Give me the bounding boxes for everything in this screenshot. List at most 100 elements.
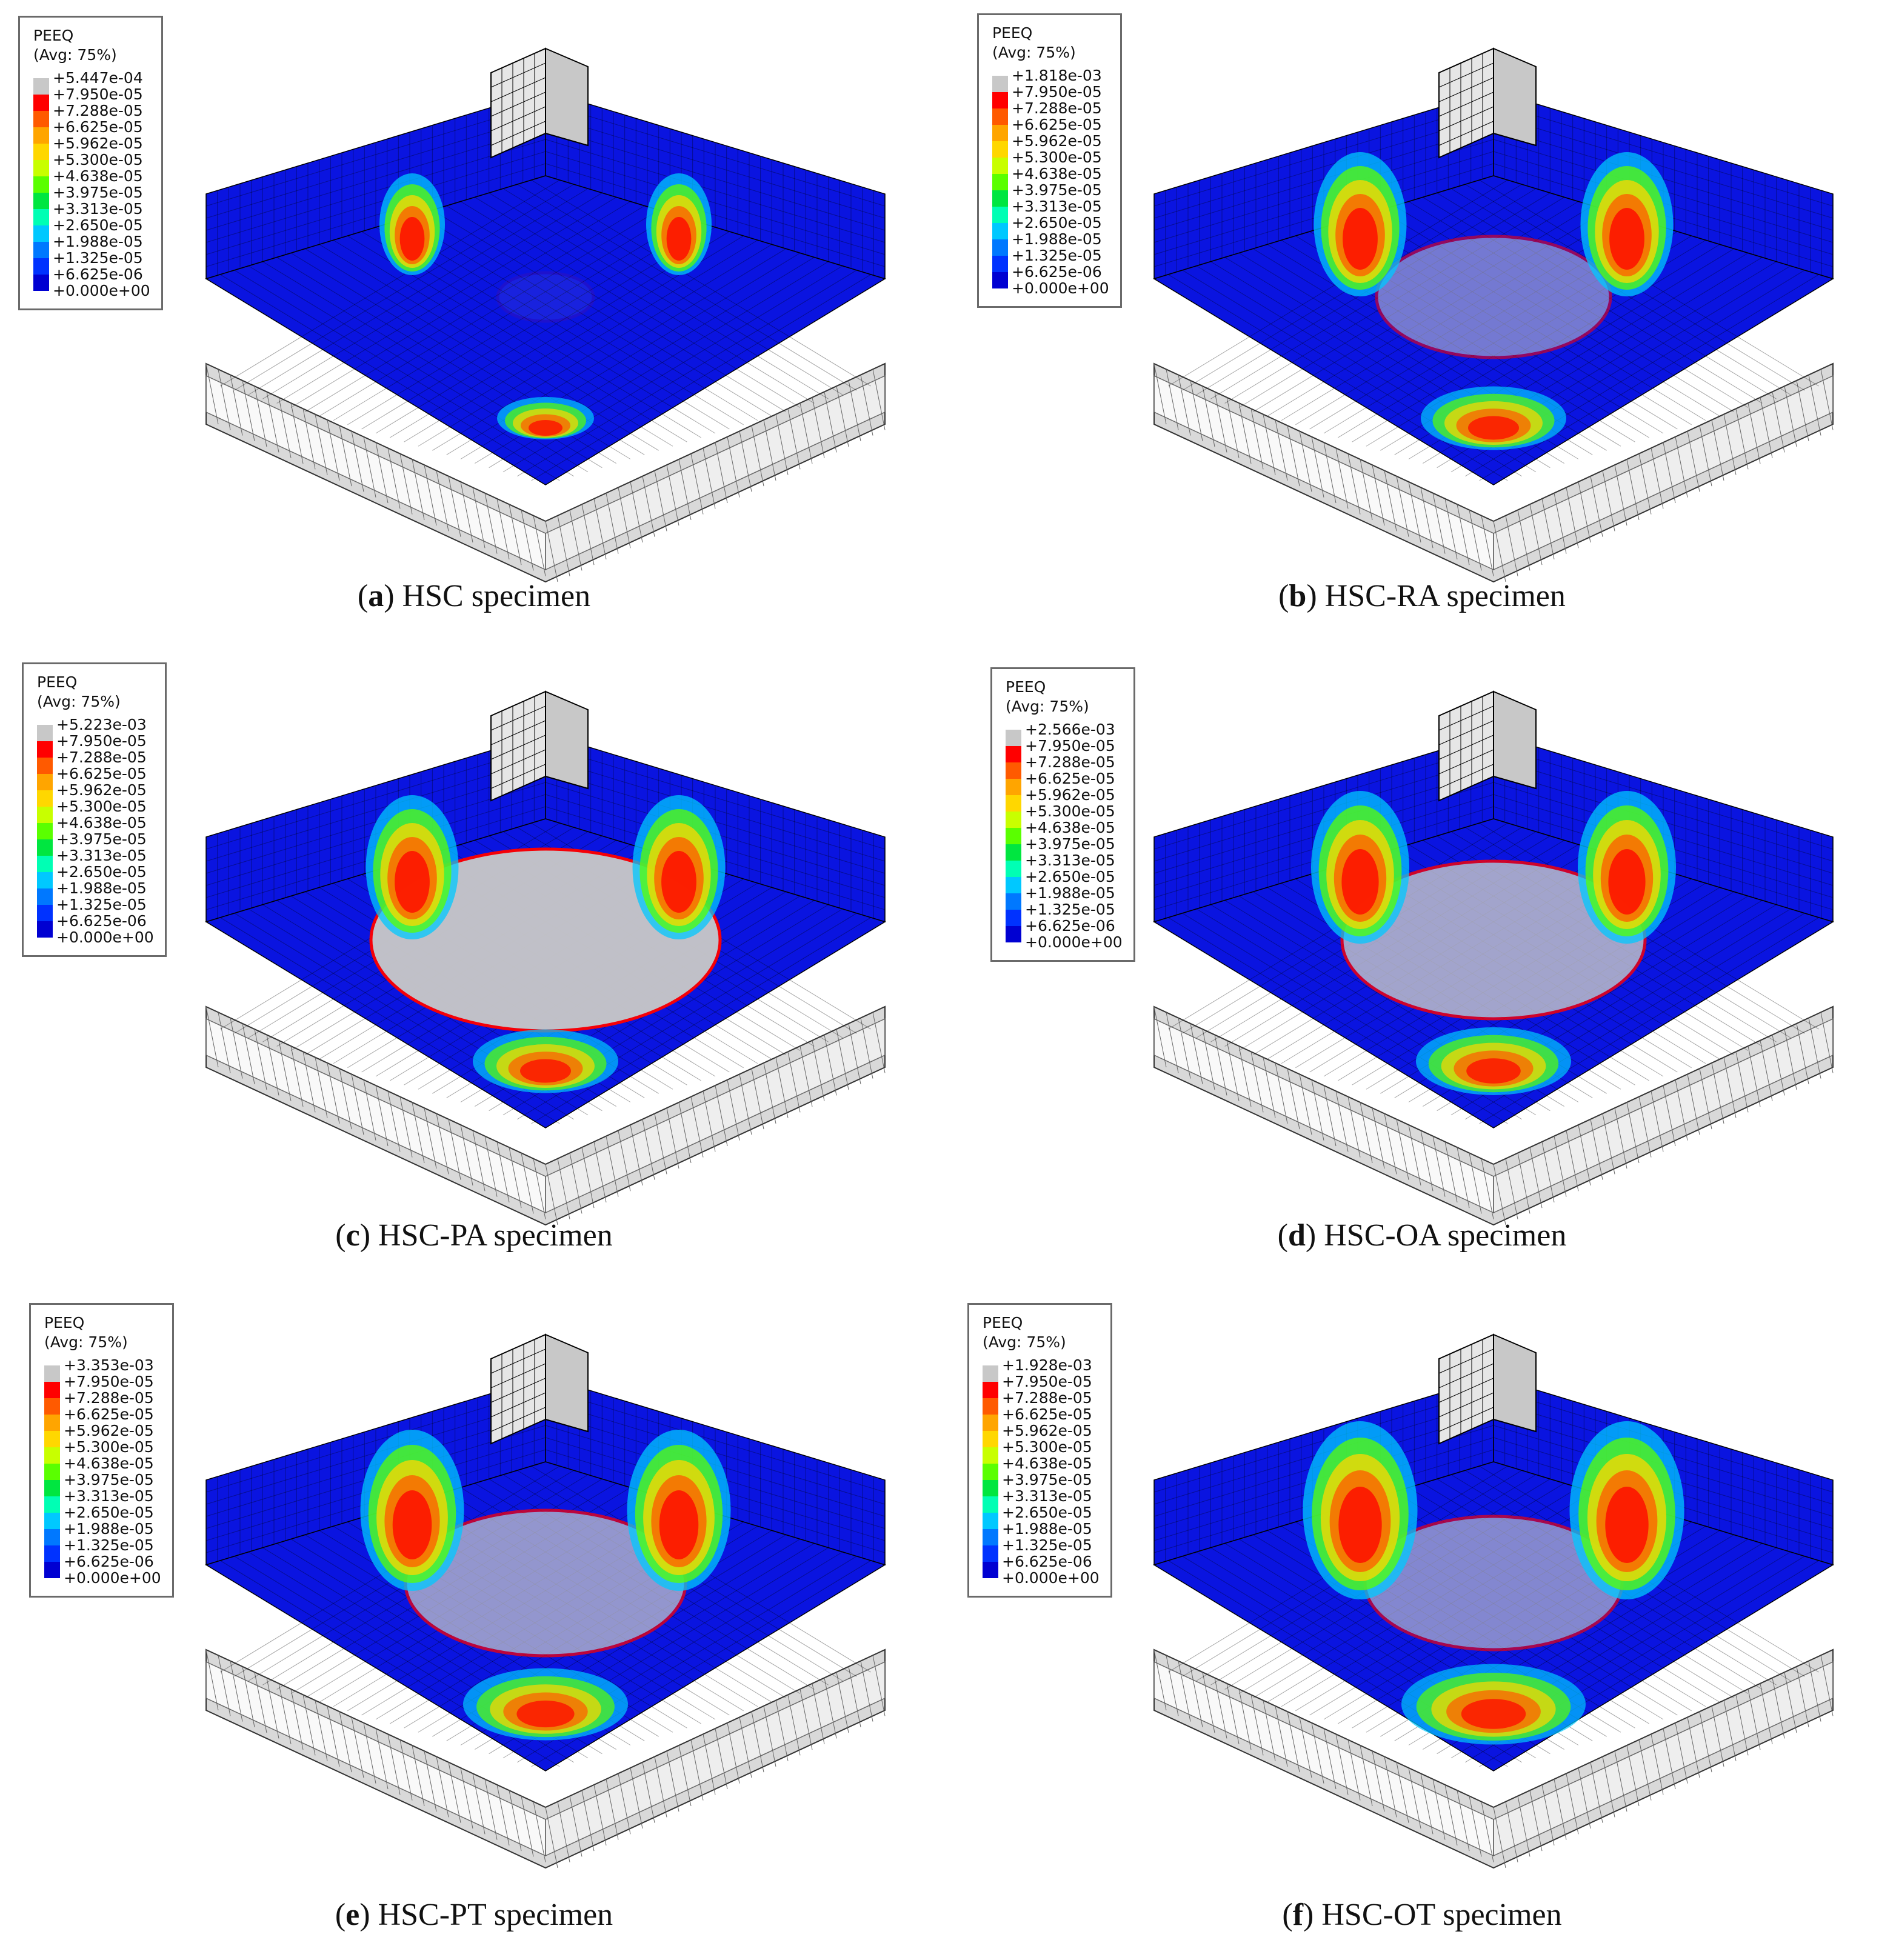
- legend-value: +7.288e-05: [1002, 1389, 1092, 1407]
- legend-swatch: [37, 921, 53, 938]
- legend-swatch: [992, 272, 1008, 288]
- legend-swatch: [44, 1562, 60, 1578]
- caption-text: HSC specimen: [402, 579, 591, 613]
- legend-swatch: [992, 141, 1008, 158]
- legend-max-value: +1.818e-03: [1012, 67, 1102, 84]
- legend-swatch: [992, 174, 1008, 190]
- legend-value: +7.288e-05: [1012, 99, 1102, 117]
- support-frame: [1153, 1005, 1834, 1226]
- caption-label: a: [368, 579, 384, 613]
- legend-value: +6.625e-06: [1012, 263, 1102, 281]
- legend-variable: PEEQ: [33, 27, 74, 44]
- legend-value: +3.975e-05: [56, 830, 147, 848]
- legend-swatch: [1006, 844, 1021, 861]
- caption-text: HSC-PT specimen: [378, 1898, 613, 1932]
- legend-swatch: [33, 209, 49, 225]
- legend-value: +1.325e-05: [1025, 901, 1115, 918]
- support-frame: [205, 1005, 886, 1226]
- legend-value: +1.988e-05: [1025, 884, 1115, 902]
- legend-swatch: [37, 807, 53, 823]
- legend-swatch: [33, 95, 49, 111]
- legend-value: +0.000e+00: [53, 282, 150, 299]
- legend-value: +7.288e-05: [56, 748, 147, 766]
- legend-value: +3.313e-05: [1012, 198, 1102, 215]
- legend-swatch: [983, 1562, 998, 1578]
- legend-value: +3.313e-05: [1025, 852, 1115, 869]
- legend-swatch: [37, 905, 53, 921]
- panel-caption: (a) HSC specimen: [357, 579, 591, 613]
- legend-swatch: [37, 741, 53, 758]
- legend-value: +7.950e-05: [56, 732, 147, 750]
- legend-value: +4.638e-05: [1025, 819, 1115, 836]
- legend-value: +0.000e+00: [56, 928, 154, 946]
- legend-value: +6.625e-06: [64, 1553, 154, 1570]
- legend-swatch: [33, 258, 49, 275]
- legend-swatch: [44, 1464, 60, 1480]
- legend-swatch: [44, 1431, 60, 1447]
- legend-swatch: [983, 1529, 998, 1545]
- legend-variable: PEEQ: [983, 1314, 1023, 1332]
- panel-caption: (b) HSC-RA specimen: [1278, 579, 1566, 613]
- contour-legend: PEEQ (Avg: 75%) +3.353e-03 +7.950e-05 +7.288…: [29, 1303, 174, 1598]
- legend-swatch: [33, 176, 49, 193]
- panel-c: [0, 643, 948, 1286]
- legend-swatch: [992, 76, 1008, 92]
- legend-value: +1.988e-05: [1012, 230, 1102, 248]
- legend-swatch: [33, 144, 49, 160]
- legend-value: +5.300e-05: [1025, 802, 1115, 820]
- legend-swatch: [983, 1496, 998, 1513]
- legend-value: +5.300e-05: [1012, 148, 1102, 166]
- legend-value: +7.950e-05: [1002, 1373, 1092, 1390]
- legend-swatch: [33, 111, 49, 127]
- column-stub: [1438, 47, 1537, 159]
- legend-value: +5.300e-05: [56, 798, 147, 815]
- legend-variable: PEEQ: [992, 24, 1033, 42]
- legend-swatch: [37, 872, 53, 888]
- legend-value: +7.288e-05: [1025, 753, 1115, 771]
- fe-model-render: [1153, 1333, 1834, 1869]
- stress-contours: [1311, 791, 1676, 1095]
- legend-swatch: [44, 1545, 60, 1562]
- legend-value: +1.325e-05: [53, 249, 143, 267]
- panel-a: [0, 0, 948, 643]
- fe-model-render: [1153, 690, 1834, 1226]
- legend-swatch: [44, 1513, 60, 1529]
- legend-swatch: [44, 1382, 60, 1398]
- legend-value: +6.625e-05: [56, 765, 147, 782]
- contour-legend: PEEQ (Avg: 75%) +2.566e-03 +7.950e-05 +7.288…: [990, 667, 1135, 962]
- legend-swatch: [33, 275, 49, 291]
- legend-swatch: [44, 1365, 60, 1382]
- legend-swatch: [983, 1480, 998, 1496]
- legend-variable: PEEQ: [1006, 678, 1046, 696]
- legend-value: +2.650e-05: [1002, 1504, 1092, 1521]
- legend-value: +2.650e-05: [1012, 214, 1102, 232]
- legend-swatch: [1006, 926, 1021, 942]
- legend-value: +5.962e-05: [1025, 786, 1115, 804]
- footing-slab: [205, 90, 886, 485]
- legend-value: +4.638e-05: [1002, 1455, 1092, 1472]
- legend-value: +5.962e-05: [56, 781, 147, 799]
- legend-value: +3.975e-05: [53, 184, 143, 201]
- legend-swatch: [983, 1464, 998, 1480]
- legend-swatch: [992, 256, 1008, 272]
- panel-b: [948, 0, 1896, 643]
- caption-label: d: [1287, 1218, 1306, 1253]
- legend-swatch: [37, 725, 53, 741]
- legend-value: +5.962e-05: [1002, 1422, 1092, 1439]
- legend-value: +0.000e+00: [1025, 933, 1123, 951]
- legend-swatch: [44, 1496, 60, 1513]
- legend-value: +2.650e-05: [53, 216, 143, 234]
- legend-swatch: [992, 207, 1008, 223]
- legend-value: +7.950e-05: [1012, 83, 1102, 101]
- legend-swatch: [983, 1431, 998, 1447]
- legend-value: +1.325e-05: [1002, 1536, 1092, 1554]
- legend-value: +3.313e-05: [64, 1487, 154, 1505]
- legend-value: +1.988e-05: [56, 879, 147, 897]
- legend-value: +1.988e-05: [1002, 1520, 1092, 1538]
- legend-swatch: [37, 774, 53, 790]
- stress-contours: [379, 173, 712, 439]
- legend-value: +6.625e-05: [1012, 116, 1102, 133]
- caption-label: f: [1292, 1898, 1304, 1932]
- legend-swatch: [992, 108, 1008, 125]
- legend-value: +3.975e-05: [1012, 181, 1102, 199]
